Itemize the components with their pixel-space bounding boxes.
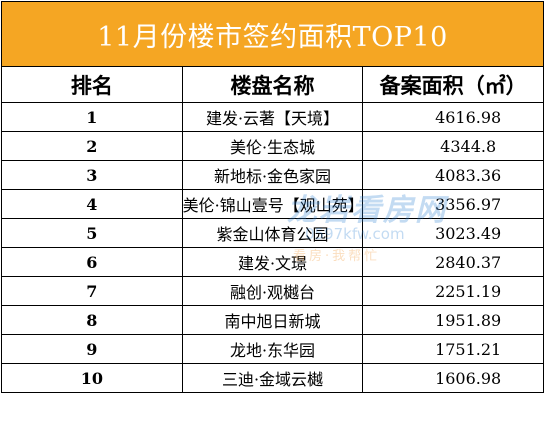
name-cell: 融创·观樾台 (181, 276, 364, 306)
name-cell: 建发·云著【天境】 (181, 102, 364, 132)
table-row: 7 融创·观樾台 2251.19 (1, 276, 544, 306)
area-cell: 2840.37 (362, 247, 544, 277)
table-row: 4 美伦·锦山壹号【观山苑】 3356.97 (1, 189, 544, 219)
header-rank: 排名 (1, 66, 183, 103)
rank-cell: 6 (1, 247, 183, 277)
area-cell: 1606.98 (362, 363, 544, 393)
area-cell: 2251.19 (362, 276, 544, 306)
table-row: 8 南中旭日新城 1951.89 (1, 305, 544, 335)
area-cell: 1751.21 (362, 334, 544, 364)
rank-cell: 3 (1, 160, 183, 190)
title-row: 11月份楼市签约面积TOP10 (1, 1, 544, 67)
header-row: 排名 楼盘名称 备案面积（㎡） (1, 66, 544, 103)
rank-cell: 1 (1, 102, 183, 132)
area-cell: 3356.97 (362, 189, 544, 219)
table-title: 11月份楼市签约面积TOP10 (1, 1, 544, 67)
name-cell: 南中旭日新城 (181, 305, 364, 335)
name-cell: 三迪·金域云樾 (181, 363, 364, 393)
rank-cell: 7 (1, 276, 183, 306)
name-cell: 美伦·生态城 (181, 131, 364, 161)
area-cell: 4616.98 (362, 102, 544, 132)
area-cell: 3023.49 (362, 218, 544, 248)
area-cell: 4083.36 (362, 160, 544, 190)
area-cell: 1951.89 (362, 305, 544, 335)
rank-cell: 8 (1, 305, 183, 335)
rank-cell: 10 (1, 363, 183, 393)
table-row: 1 建发·云著【天境】 4616.98 (1, 102, 544, 132)
name-cell: 紫金山体育公园 (181, 218, 364, 248)
table-row: 6 建发·文璟 2840.37 (1, 247, 544, 277)
rank-cell: 2 (1, 131, 183, 161)
header-name: 楼盘名称 (181, 66, 364, 103)
table-row: 3 新地标·金色家园 4083.36 (1, 160, 544, 190)
name-cell: 美伦·锦山壹号【观山苑】 (181, 189, 364, 219)
header-area: 备案面积（㎡） (362, 66, 544, 103)
rank-cell: 5 (1, 218, 183, 248)
rank-cell: 4 (1, 189, 183, 219)
table-row: 9 龙地·东华园 1751.21 (1, 334, 544, 364)
area-cell: 4344.8 (362, 131, 544, 161)
rank-cell: 9 (1, 334, 183, 364)
name-cell: 新地标·金色家园 (181, 160, 364, 190)
table-row: 10 三迪·金域云樾 1606.98 (1, 363, 544, 393)
table-row: 5 紫金山体育公园 3023.49 (1, 218, 544, 248)
name-cell: 龙地·东华园 (181, 334, 364, 364)
name-cell: 建发·文璟 (181, 247, 364, 277)
ranking-table: 11月份楼市签约面积TOP10 排名 楼盘名称 备案面积（㎡） 1 建发·云著【… (1, 1, 544, 393)
table-row: 2 美伦·生态城 4344.8 (1, 131, 544, 161)
